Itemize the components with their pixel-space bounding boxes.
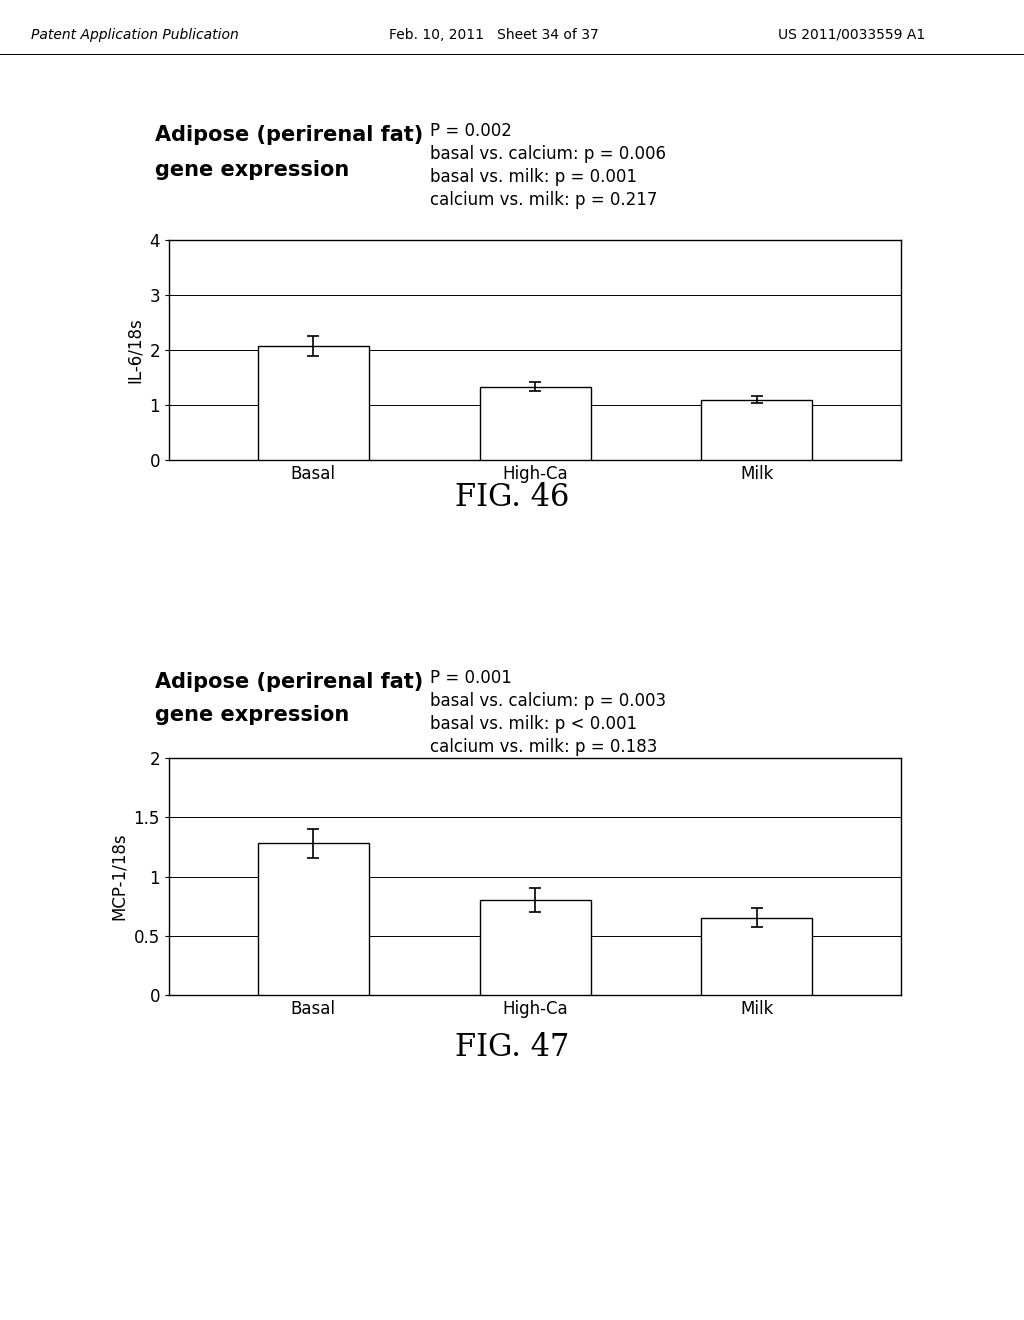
Text: basal vs. milk: p < 0.001: basal vs. milk: p < 0.001 bbox=[430, 715, 637, 733]
Text: Feb. 10, 2011   Sheet 34 of 37: Feb. 10, 2011 Sheet 34 of 37 bbox=[389, 28, 599, 42]
Bar bbox=[701, 917, 812, 995]
Y-axis label: MCP-1/18s: MCP-1/18s bbox=[110, 833, 128, 920]
Bar bbox=[258, 346, 369, 459]
Text: FIG. 46: FIG. 46 bbox=[455, 483, 569, 513]
Text: Patent Application Publication: Patent Application Publication bbox=[31, 28, 239, 42]
Text: P = 0.002: P = 0.002 bbox=[430, 121, 512, 140]
Text: gene expression: gene expression bbox=[155, 160, 349, 180]
Bar bbox=[479, 387, 591, 459]
Text: P = 0.001: P = 0.001 bbox=[430, 669, 512, 686]
Text: Adipose (perirenal fat): Adipose (perirenal fat) bbox=[155, 672, 423, 692]
Text: calcium vs. milk: p = 0.183: calcium vs. milk: p = 0.183 bbox=[430, 738, 657, 756]
Text: gene expression: gene expression bbox=[155, 705, 349, 725]
Y-axis label: IL-6/18s: IL-6/18s bbox=[126, 317, 143, 383]
Bar bbox=[479, 900, 591, 995]
Bar bbox=[258, 843, 369, 995]
Text: basal vs. calcium: p = 0.003: basal vs. calcium: p = 0.003 bbox=[430, 692, 667, 710]
Text: Adipose (perirenal fat): Adipose (perirenal fat) bbox=[155, 125, 423, 145]
Text: basal vs. milk: p = 0.001: basal vs. milk: p = 0.001 bbox=[430, 168, 637, 186]
Text: FIG. 47: FIG. 47 bbox=[455, 1032, 569, 1064]
Text: calcium vs. milk: p = 0.217: calcium vs. milk: p = 0.217 bbox=[430, 191, 657, 209]
Text: US 2011/0033559 A1: US 2011/0033559 A1 bbox=[778, 28, 926, 42]
Text: basal vs. calcium: p = 0.006: basal vs. calcium: p = 0.006 bbox=[430, 145, 666, 162]
Bar bbox=[701, 400, 812, 459]
